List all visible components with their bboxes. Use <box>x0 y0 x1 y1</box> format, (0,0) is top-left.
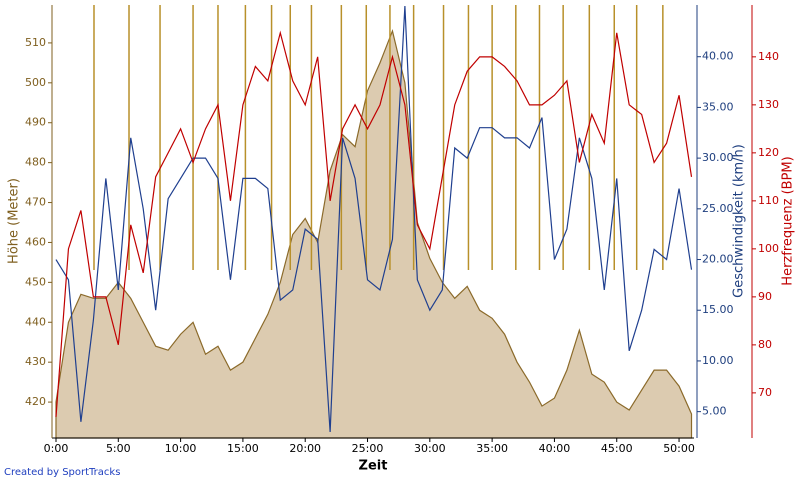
x-tick-label: 25:00 <box>352 442 384 455</box>
plot-area <box>55 5 693 439</box>
x-tick-label: 15:00 <box>227 442 259 455</box>
y2-tick-label: 25.00 <box>702 202 734 215</box>
credit-link[interactable]: Created by SportTracks <box>4 467 120 478</box>
x-tick-label: 10:00 <box>165 442 197 455</box>
series-line <box>55 5 693 432</box>
y-tick-label: 500 <box>25 76 46 89</box>
elevation-area <box>55 28 693 439</box>
y-tick-label: 470 <box>25 196 46 209</box>
y-tick-label: 480 <box>25 156 46 169</box>
series-line <box>55 30 693 417</box>
y-tick-label: 510 <box>25 36 46 49</box>
y3-tick-label: 120 <box>758 146 779 159</box>
y-axis-label: Höhe (Meter) <box>7 178 22 264</box>
y3-tick-label: 140 <box>758 50 779 63</box>
x-tick-label: 0:00 <box>44 442 69 455</box>
x-tick-label: 20:00 <box>289 442 321 455</box>
y2-tick-label: 20.00 <box>702 253 734 266</box>
y3-tick-label: 130 <box>758 98 779 111</box>
y2-tick-label: 5.00 <box>702 405 727 418</box>
y-tick-label: 460 <box>25 235 46 248</box>
y3-tick-label: 70 <box>758 386 772 399</box>
x-tick-label: 50:00 <box>663 442 695 455</box>
y2-tick-label: 40.00 <box>702 50 734 63</box>
y3-axis-label: Herzfrequenz (BPM) <box>781 156 796 285</box>
x-tick-label: 40:00 <box>539 442 571 455</box>
x-tick-label: 45:00 <box>601 442 633 455</box>
y-tick-label: 490 <box>25 116 46 129</box>
y2-tick-label: 35.00 <box>702 100 734 113</box>
y3-tick-label: 90 <box>758 290 772 303</box>
y3-tick-label: 110 <box>758 194 779 207</box>
x-axis-label: Zeit <box>359 459 388 474</box>
x-tick-label: 30:00 <box>414 442 446 455</box>
x-tick-label: 35:00 <box>476 442 508 455</box>
y2-tick-label: 15.00 <box>702 303 734 316</box>
x-tick-label: 5:00 <box>106 442 131 455</box>
y-tick-label: 440 <box>25 315 46 328</box>
y3-tick-label: 80 <box>758 338 772 351</box>
y3-tick-label: 100 <box>758 242 779 255</box>
y2-tick-label: 30.00 <box>702 151 734 164</box>
y-tick-label: 430 <box>25 355 46 368</box>
y2-axis-label: Geschwindigkeit (km/h) <box>732 144 747 298</box>
y2-tick-label: 10.00 <box>702 354 734 367</box>
y-tick-label: 450 <box>25 275 46 288</box>
y-tick-label: 420 <box>25 395 46 408</box>
